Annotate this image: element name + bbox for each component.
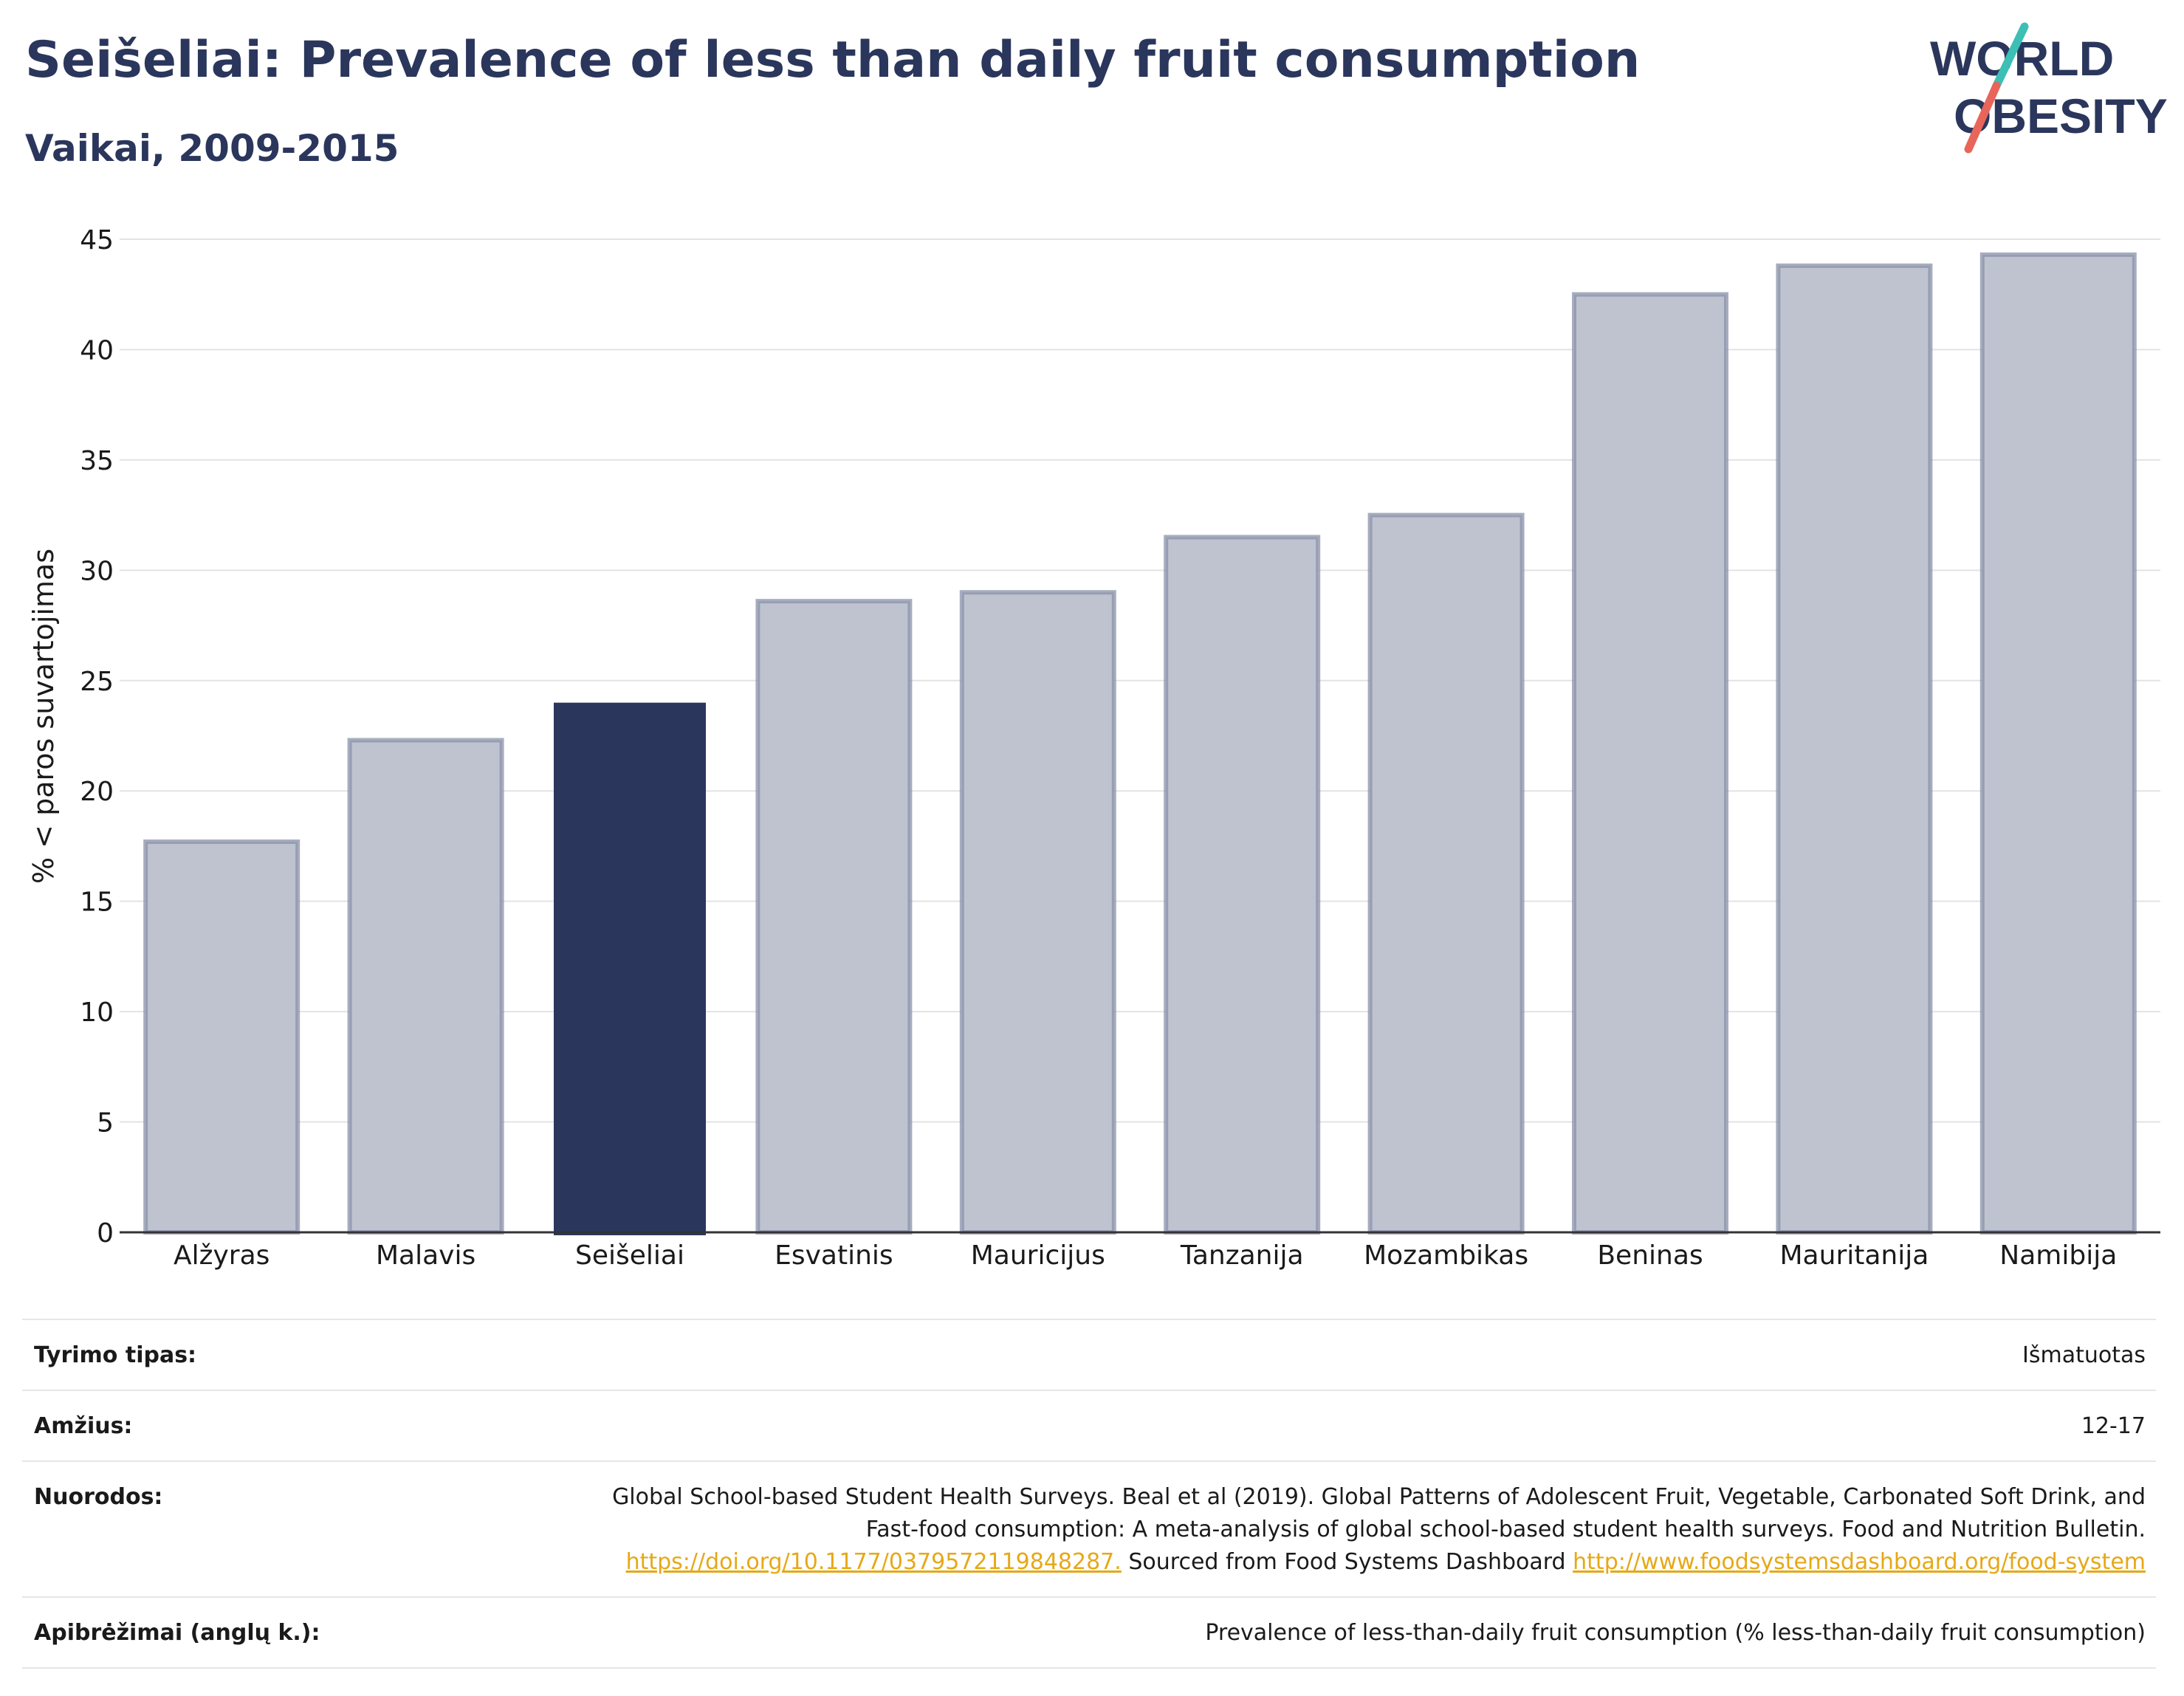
y-tick-label: 10 xyxy=(80,998,114,1028)
x-tick-label: Seišeliai xyxy=(575,1240,684,1271)
x-tick-label: Mozambikas xyxy=(1364,1240,1528,1271)
definitions-value: Prevalence of less-than-daily fruit cons… xyxy=(1205,1620,2146,1646)
world-obesity-logo: WORLD OBESITY xyxy=(1930,22,2168,154)
y-tick-label: 0 xyxy=(97,1218,114,1249)
logo-slash-teal xyxy=(1992,22,2029,90)
metadata-table: Tyrimo tipas: Išmatuotas Amžius: 12-17 N… xyxy=(22,1319,2156,1669)
bar-country xyxy=(1367,512,1525,1235)
bar-highlight xyxy=(554,702,706,1235)
y-tick-label: 30 xyxy=(80,556,114,586)
meta-row-age: Amžius: 12-17 xyxy=(22,1390,2156,1460)
bar-country xyxy=(143,839,301,1235)
x-tick-label: Mauritanija xyxy=(1780,1240,1929,1271)
y-tick-label: 15 xyxy=(80,888,114,918)
study-type-label: Tyrimo tipas: xyxy=(34,1342,197,1368)
bars xyxy=(143,252,2137,1235)
food-systems-dashboard-link[interactable]: http://www.foodsystemsdashboard.org/food… xyxy=(1573,1549,2146,1575)
meta-row-definitions: Apibrėžimai (anglų k.): Prevalence of le… xyxy=(22,1596,2156,1669)
study-type-value: Išmatuotas xyxy=(2022,1342,2146,1368)
bar-country xyxy=(1164,535,1321,1235)
logo-slash-coral xyxy=(1964,81,2001,154)
y-axis-label: % < paros suvartojimas xyxy=(27,549,60,884)
y-tick-label: 40 xyxy=(80,335,114,365)
definitions-label: Apibrėžimai (anglų k.): xyxy=(34,1620,320,1646)
meta-row-study-type: Tyrimo tipas: Išmatuotas xyxy=(22,1319,2156,1390)
x-tick-label: Malavis xyxy=(376,1240,475,1271)
bar-country xyxy=(1572,292,1728,1235)
x-tick-label: Namibija xyxy=(1999,1240,2117,1271)
y-tick-label: 35 xyxy=(80,446,114,476)
bar-chart: 0 5 10 15 20 25 30 35 40 45 Alžyras Malavis Seišeli… xyxy=(27,225,2160,1271)
x-tick-labels: Alžyras Malavis Seišeliai Esvatinis Mauricij… xyxy=(174,1240,2117,1271)
x-tick-label: Alžyras xyxy=(174,1240,269,1271)
x-tick-label: Tanzanija xyxy=(1180,1240,1304,1271)
x-tick-label: Beninas xyxy=(1597,1240,1703,1271)
meta-row-references: Nuorodos: Global School-based Student He… xyxy=(22,1460,2156,1596)
bar-country xyxy=(1776,263,1933,1235)
y-tick-label: 25 xyxy=(80,667,114,697)
y-tick-label: 45 xyxy=(80,225,114,255)
references-label: Nuorodos: xyxy=(34,1484,163,1510)
references-source-text: Sourced from Food Systems Dashboard xyxy=(1128,1549,1566,1575)
bar-country xyxy=(755,599,913,1235)
chart-title: Seišeliai: Prevalence of less than daily… xyxy=(25,31,1641,89)
y-tick-label: 5 xyxy=(97,1108,114,1139)
bar-country xyxy=(1979,252,2137,1235)
y-tick-label: 20 xyxy=(80,777,114,807)
chart-subtitle: Vaikai, 2009-2015 xyxy=(25,127,399,170)
references-text: Global School-based Student Health Surve… xyxy=(612,1484,2146,1542)
references-value: Global School-based Student Health Surve… xyxy=(580,1481,2146,1579)
x-tick-label: Mauricijus xyxy=(971,1240,1105,1271)
age-value: 12-17 xyxy=(2081,1413,2146,1439)
doi-link[interactable]: https://doi.org/10.1177/0379572119848287… xyxy=(625,1549,1122,1575)
age-label: Amžius: xyxy=(34,1413,133,1439)
bar-country xyxy=(959,590,1116,1235)
y-tick-labels: 0 5 10 15 20 25 30 35 40 45 xyxy=(80,225,114,1249)
bar-country xyxy=(347,738,504,1235)
x-tick-label: Esvatinis xyxy=(775,1240,893,1271)
